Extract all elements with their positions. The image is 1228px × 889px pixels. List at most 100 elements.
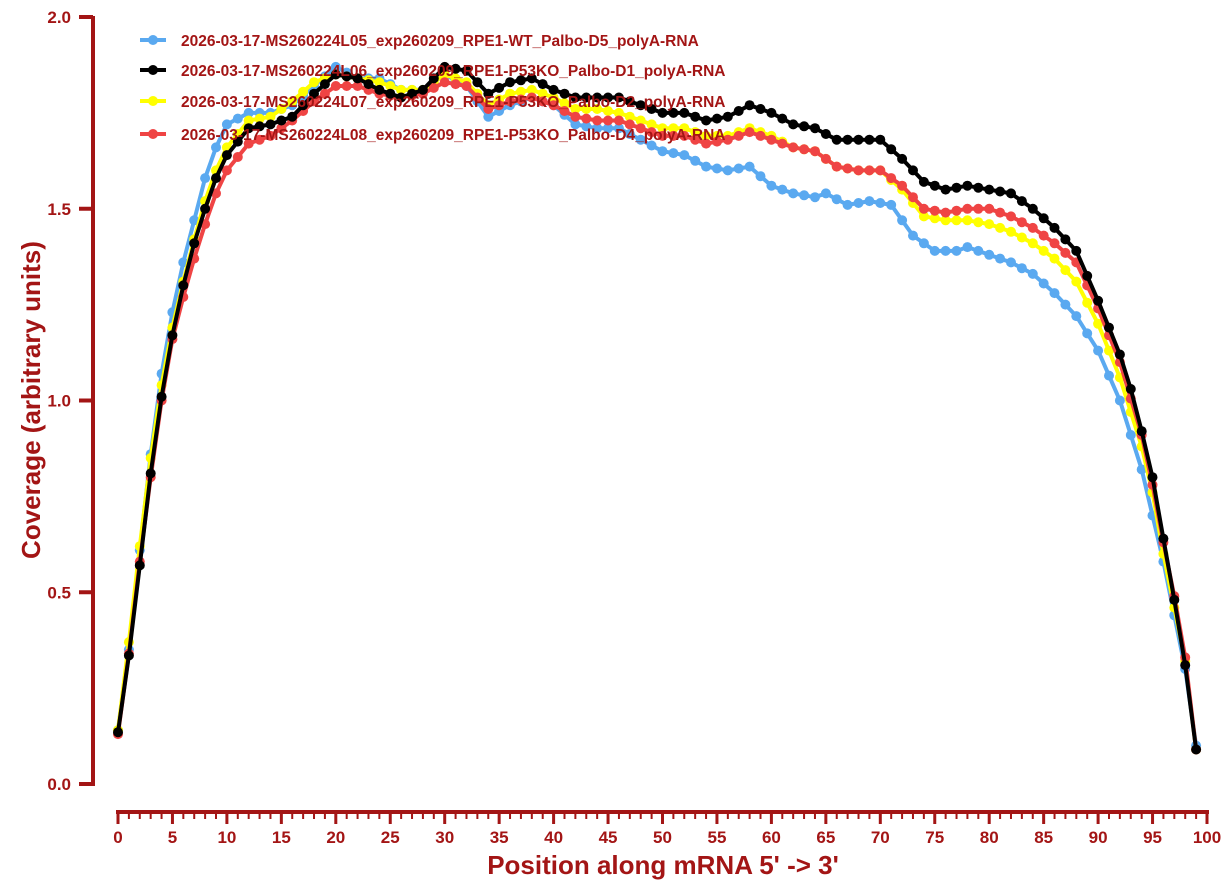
data-point — [679, 150, 690, 161]
data-point — [995, 207, 1006, 218]
data-point — [777, 113, 788, 124]
data-point — [537, 88, 548, 99]
data-point — [613, 107, 624, 118]
data-point — [690, 155, 701, 166]
data-point — [810, 192, 820, 203]
data-point — [221, 150, 232, 161]
data-point — [428, 73, 439, 84]
data-point — [940, 207, 951, 218]
data-point — [1147, 472, 1158, 483]
data-point — [1016, 232, 1027, 243]
x-tick-label: 30 — [435, 828, 454, 847]
data-point — [788, 142, 799, 153]
data-point — [962, 180, 973, 191]
data-point — [232, 136, 243, 147]
data-point — [1006, 211, 1016, 222]
data-point — [559, 88, 570, 99]
data-point — [167, 330, 178, 341]
data-point — [1060, 265, 1071, 276]
data-point — [1093, 318, 1104, 329]
data-point — [298, 100, 309, 111]
data-point — [559, 98, 570, 109]
data-point — [287, 96, 298, 107]
data-point — [570, 111, 581, 122]
data-point — [777, 138, 788, 149]
data-point — [1006, 188, 1016, 199]
data-point — [570, 92, 581, 103]
data-point — [908, 192, 918, 203]
data-point — [1180, 660, 1191, 671]
data-point — [820, 188, 831, 199]
data-point — [624, 119, 635, 130]
data-point — [189, 238, 200, 249]
data-point — [973, 245, 984, 256]
data-point — [918, 211, 929, 222]
x-tick-label: 95 — [1143, 828, 1162, 847]
legend-entry: 2026-03-17-MS260224L08_exp260209_RPE1-P5… — [140, 127, 726, 144]
data-point — [265, 119, 276, 130]
data-point — [570, 119, 581, 130]
data-point — [1093, 295, 1104, 306]
series-4 — [113, 77, 1202, 755]
data-point — [886, 199, 897, 210]
data-point — [635, 115, 646, 126]
data-point — [897, 215, 908, 226]
data-point — [330, 81, 341, 91]
data-point — [690, 111, 701, 122]
data-point — [733, 130, 744, 141]
data-point — [679, 130, 690, 141]
data-point — [984, 219, 995, 230]
data-point — [940, 184, 951, 195]
x-tick-label: 80 — [980, 828, 999, 847]
series-line — [116, 72, 1199, 750]
data-point — [831, 194, 842, 205]
data-point — [1114, 395, 1125, 406]
x-tick-label: 45 — [599, 828, 618, 847]
data-point — [853, 134, 864, 145]
data-point — [984, 203, 995, 214]
data-point — [603, 123, 613, 134]
data-point — [624, 129, 635, 139]
data-point — [1049, 288, 1060, 299]
data-point — [918, 238, 929, 249]
legend-marker — [148, 65, 158, 75]
x-tick-label: 70 — [871, 828, 890, 847]
data-point — [1071, 311, 1082, 322]
data-point — [450, 63, 461, 74]
data-point — [635, 123, 646, 134]
data-point — [1082, 328, 1093, 339]
data-point — [788, 119, 799, 130]
data-point — [886, 173, 897, 184]
data-point — [243, 107, 254, 118]
data-point — [581, 113, 592, 124]
data-point — [1060, 247, 1071, 258]
data-point — [712, 113, 722, 124]
data-point — [1027, 238, 1038, 249]
data-point — [722, 111, 733, 122]
data-point — [1006, 226, 1016, 237]
data-point — [483, 111, 494, 122]
data-point — [189, 215, 200, 226]
data-point — [254, 134, 265, 145]
x-tick-label: 20 — [326, 828, 345, 847]
data-point — [526, 92, 537, 103]
data-point — [657, 146, 668, 157]
data-point — [1169, 594, 1180, 605]
data-point — [886, 144, 897, 155]
data-point — [766, 107, 777, 118]
data-point — [461, 81, 472, 91]
data-point — [864, 196, 875, 207]
data-point — [853, 198, 864, 208]
data-point — [526, 84, 537, 95]
data-point — [1093, 345, 1104, 356]
data-point — [1060, 234, 1071, 245]
y-tick-label: 0.0 — [47, 775, 71, 794]
data-point — [701, 138, 712, 149]
series-line — [116, 64, 1199, 750]
data-point — [951, 182, 962, 193]
data-point — [842, 199, 853, 210]
data-point — [755, 171, 766, 182]
legend-marker — [148, 35, 158, 45]
data-point — [581, 92, 592, 103]
